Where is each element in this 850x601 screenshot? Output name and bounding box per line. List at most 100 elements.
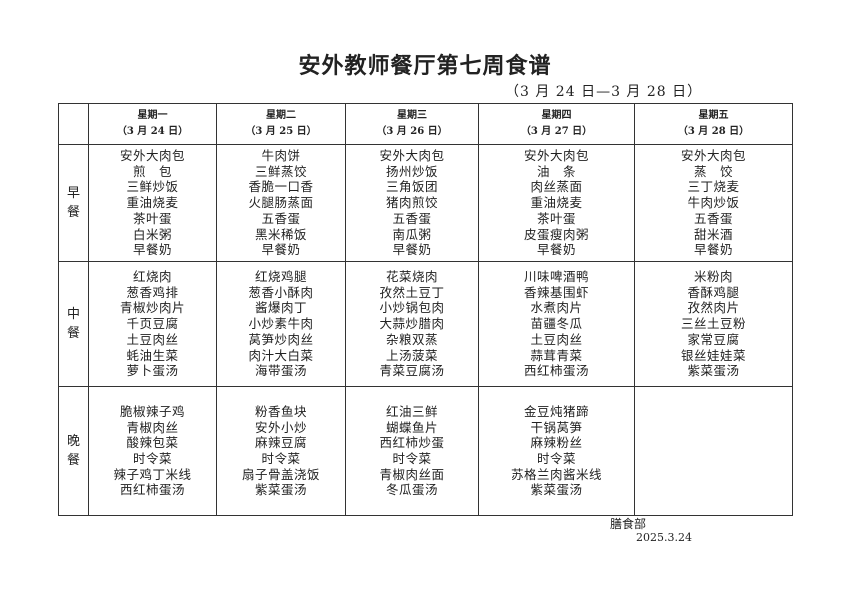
day-name: 星期三: [397, 110, 427, 121]
dish-item: 苏格兰肉酱米线: [510, 466, 602, 482]
dish-item: 大蒜炒腊肉: [379, 316, 445, 332]
dish-item: 西红柿蛋汤: [119, 482, 185, 498]
dish-item: 红油三鲜: [385, 403, 438, 419]
dish-item: 火腿肠蒸面: [248, 195, 314, 211]
dish-item: 三鲜炒饭: [126, 179, 179, 195]
lunch-row: 中餐红烧肉 葱香鸡排 青椒炒肉片 千页豆腐 土豆肉丝 蚝油生菜 萝卜蛋汤 红烧鸡腿 葱香小酥肉酱…: [58, 261, 793, 387]
dish-item: 皮蛋瘦肉粥: [523, 226, 589, 242]
dish-item: 白米粥: [132, 226, 172, 242]
dish-item: 煎 包: [132, 163, 172, 179]
day-header: 星期五 （3 月 28 日）: [634, 103, 793, 145]
dish-item: 辣子鸡丁米线: [113, 466, 192, 482]
dish-item: 安外大肉包: [523, 148, 589, 164]
dish-item: 苗疆冬瓜: [530, 316, 583, 332]
dish-item: 冬瓜蛋汤: [385, 482, 438, 498]
day-date: （3 月 26 日）: [376, 126, 448, 137]
dish-item: 时令菜: [536, 451, 576, 466]
dish-item: 三丁烧麦: [687, 179, 740, 195]
dish-item: 牛肉炒饭: [687, 195, 740, 211]
menu-cell: 安外大肉包蒸 饺三丁烧麦 牛肉炒饭 五香蛋 甜米酒 早餐奶: [634, 144, 793, 262]
menu-cell: 川味啤酒鸭 香辣基围虾 水煮肉片 苗疆冬瓜 土豆肉丝 蒜茸青菜 西红柿蛋汤: [478, 261, 635, 387]
dish-item: 紫菜蛋汤: [254, 482, 307, 498]
day-date: （3 月 27 日）: [520, 126, 593, 137]
dish-item: 金豆炖猪蹄: [523, 403, 589, 419]
dish-item: 时令菜: [392, 451, 432, 466]
dish-item: 千页豆腐: [126, 316, 179, 332]
dish-item: 南瓜粥: [392, 226, 432, 242]
day-header: 星期二 （3 月 25 日）: [216, 103, 346, 145]
dish-item: 蚝油生菜: [126, 347, 179, 363]
dish-item: 茶叶蛋: [536, 210, 576, 226]
dish-item: 早餐奶: [536, 242, 576, 258]
day-header: 星期四 （3 月 27 日）: [478, 103, 635, 145]
day-date: （3 月 24 日）: [116, 126, 189, 137]
dish-item: 肉汁大白菜: [248, 347, 314, 363]
menu-cell: 米粉肉 香酥鸡腿 孜然肉片 三丝土豆粉 家常豆腐 银丝娃娃菜 紫菜蛋汤: [634, 261, 793, 387]
dish-item: 米粉肉: [693, 269, 733, 285]
menu-cell: 红油三鲜 蝴蝶鱼片 西红柿炒蛋 时令菜 青椒肉丝面 冬瓜蛋汤: [345, 386, 479, 516]
dish-item: 重油烧麦: [530, 195, 583, 211]
dish-item: 早餐奶: [392, 242, 432, 258]
dish-item: 扬州炒饭: [385, 163, 438, 179]
dish-item: 甜米酒: [693, 226, 733, 242]
dish-item: 蒸 饺: [693, 163, 733, 179]
meal-label: 晚餐: [58, 386, 89, 516]
dish-item: 莴笋炒肉丝: [248, 331, 314, 347]
dish-item: 三鲜蒸饺: [254, 163, 307, 179]
dish-item: 酱爆肉丁: [254, 300, 307, 316]
dish-item: 海带蛋汤: [254, 363, 307, 379]
footer-department: 膳食部: [610, 517, 647, 531]
day-name: 星期四: [541, 110, 572, 121]
dish-item: 蝴蝶鱼片: [385, 419, 438, 435]
dish-item: 扇子骨盖浇饭: [241, 466, 320, 482]
dish-item: 杂粮双蒸: [385, 331, 438, 347]
dish-item: 三丝土豆粉: [680, 316, 746, 332]
dish-item: 花菜烧肉: [385, 269, 438, 285]
dish-item: 早餐奶: [693, 242, 733, 258]
corner-cell: [58, 103, 89, 145]
dish-item: 重油烧麦: [126, 195, 179, 211]
dish-item: 小炒锅包肉: [379, 300, 445, 316]
dish-item: 银丝娃娃菜: [680, 347, 746, 363]
menu-cell: 脆椒辣子鸡 青椒肉丝 酸辣包菜 时令菜 辣子鸡丁米线 西红柿蛋汤: [88, 386, 217, 516]
dish-item: 安外大肉包: [379, 148, 445, 164]
header-row: 星期一 （3 月 24 日） 星期二 （3 月 25 日） 星期三 （3 月 26 日…: [58, 103, 793, 145]
dish-item: 西红柿蛋汤: [523, 363, 589, 379]
meal-label: 早餐: [58, 144, 89, 262]
menu-cell: [634, 386, 793, 516]
dish-item: 萝卜蛋汤: [126, 363, 179, 379]
meal-label-char: 餐: [66, 205, 80, 220]
dish-item: 土豆肉丝: [530, 331, 583, 347]
dish-item: 时令菜: [132, 451, 172, 466]
breakfast-row: 早餐安外大肉包煎 包三鲜炒饭 重油烧麦 茶叶蛋 白米粥 早餐奶 牛肉饼 三鲜蒸饺 香脆一口香火…: [58, 144, 793, 262]
date-range: （3 月 24 日—3 月 28 日）: [505, 84, 703, 100]
menu-cell: 安外大肉包油 条肉丝蒸面 重油烧麦 茶叶蛋 皮蛋瘦肉粥 早餐奶: [478, 144, 635, 262]
dish-item: 茶叶蛋: [132, 210, 172, 226]
dish-item: 五香蛋: [261, 210, 301, 226]
menu-cell: 金豆炖猪蹄 干锅莴笋 麻辣粉丝 时令菜 苏格兰肉酱米线 紫菜蛋汤: [478, 386, 635, 516]
dish-item: 青椒炒肉片: [119, 300, 185, 316]
day-date: （3 月 28 日）: [677, 126, 750, 137]
dish-item: 五香蛋: [693, 210, 733, 226]
meal-label-char: 早: [66, 186, 80, 201]
dish-item: 紫菜蛋汤: [687, 363, 740, 379]
day-header: 星期三 （3 月 26 日）: [345, 103, 479, 145]
menu-cell: 安外大肉包 扬州炒饭 三角饭团 猪肉煎饺 五香蛋 南瓜粥 早餐奶: [345, 144, 479, 262]
dish-item: 粉香鱼块: [254, 403, 307, 419]
dish-item: 黑米稀饭: [254, 226, 307, 242]
menu-cell: 红烧肉 葱香鸡排 青椒炒肉片 千页豆腐 土豆肉丝 蚝油生菜 萝卜蛋汤: [88, 261, 217, 387]
day-name: 星期二: [266, 110, 296, 121]
dish-item: 青椒肉丝: [126, 419, 179, 435]
meal-label-char: 中: [66, 307, 80, 322]
page-title: 安外教师餐厅第七周食谱: [298, 54, 552, 79]
dish-item: 青菜豆腐汤: [379, 363, 445, 379]
dish-item: 葱香鸡排: [126, 284, 179, 300]
meal-label-char: 餐: [66, 326, 80, 341]
day-name: 星期五: [698, 110, 729, 121]
dish-item: 小炒素牛肉: [248, 316, 314, 332]
dish-item: 干锅莴笋: [530, 419, 583, 435]
dish-item: 孜然肉片: [687, 300, 740, 316]
menu-cell: 粉香鱼块 安外小炒 麻辣豆腐 时令菜 扇子骨盖浇饭 紫菜蛋汤: [216, 386, 346, 516]
dinner-row: 晚餐脆椒辣子鸡 青椒肉丝 酸辣包菜 时令菜 辣子鸡丁米线 西红柿蛋汤 粉香鱼块 安外小炒 麻辣豆…: [58, 386, 793, 516]
dish-item: 上汤菠菜: [385, 347, 438, 363]
